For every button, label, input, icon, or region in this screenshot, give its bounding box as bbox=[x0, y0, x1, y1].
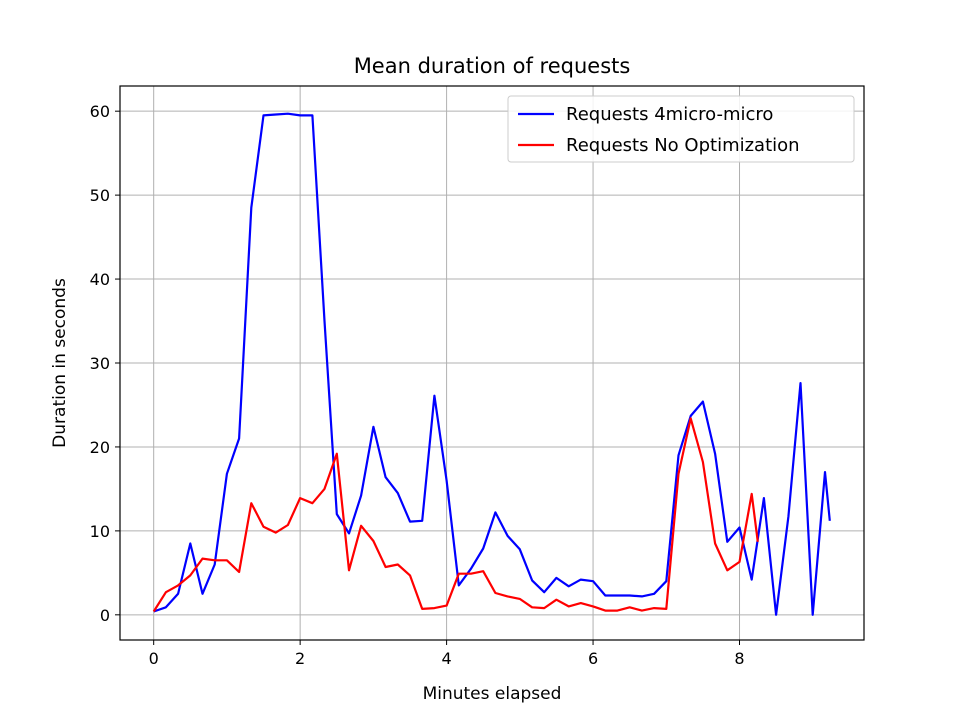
y-tick-label: 20 bbox=[90, 438, 110, 457]
axis-ticks: 0 2 4 6 8 0 10 20 30 40 50 60 bbox=[90, 102, 745, 668]
legend-label-1: Requests 4micro-micro bbox=[566, 104, 773, 125]
legend-label-2: Requests No Optimization bbox=[566, 135, 800, 156]
y-axis-label: Duration in seconds bbox=[50, 278, 70, 448]
grid bbox=[120, 86, 864, 640]
y-tick-label: 50 bbox=[90, 186, 110, 205]
legend-box bbox=[507, 95, 855, 163]
y-tick-label: 30 bbox=[90, 354, 110, 373]
x-tick-label: 4 bbox=[442, 649, 452, 668]
x-tick-label: 6 bbox=[588, 649, 598, 668]
x-tick-label: 2 bbox=[295, 649, 305, 668]
x-tick-label: 0 bbox=[149, 649, 159, 668]
chart-title: Mean duration of requests bbox=[354, 54, 631, 78]
x-axis-label: Minutes elapsed bbox=[423, 684, 562, 704]
series-line-2 bbox=[152, 417, 759, 613]
y-tick-label: 40 bbox=[90, 270, 110, 289]
y-tick-label: 10 bbox=[90, 522, 110, 541]
legend: Requests 4micro-micro Requests No Optimiz… bbox=[507, 95, 855, 163]
x-tick-label: 8 bbox=[734, 649, 744, 668]
series-line-1 bbox=[153, 112, 831, 616]
series-lines bbox=[152, 112, 831, 616]
y-tick-label: 0 bbox=[100, 606, 110, 625]
y-tick-label: 60 bbox=[90, 102, 110, 121]
